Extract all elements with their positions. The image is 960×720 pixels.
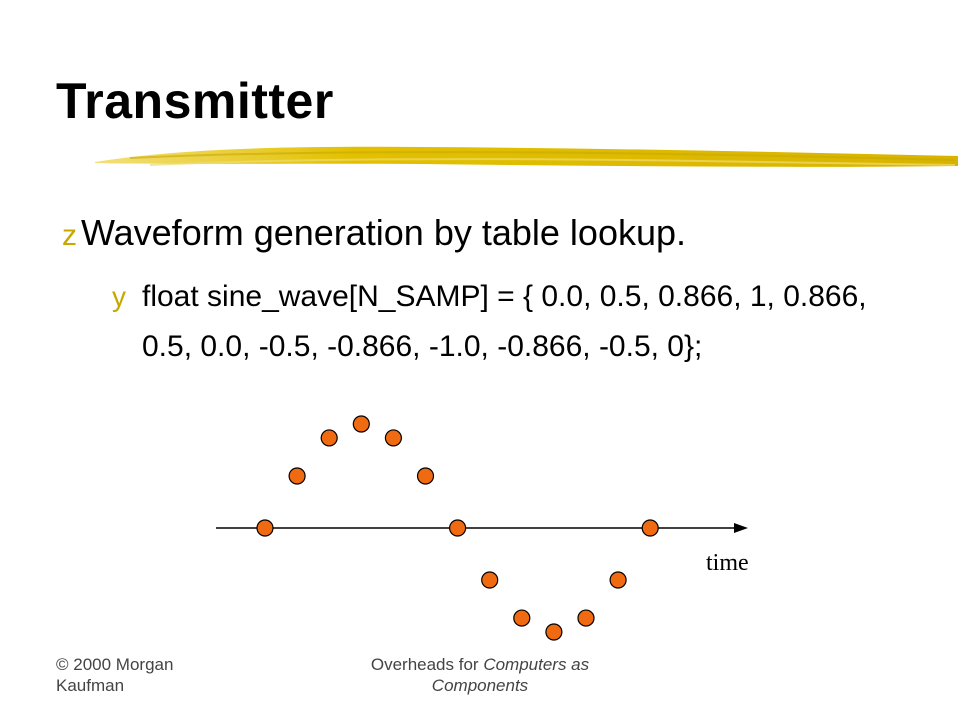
- bullet-marker-1: z: [62, 219, 77, 252]
- bullet-level2: y float sine_wave[N_SAMP] = { 0.0, 0.5, …: [112, 272, 912, 372]
- sample-point-2: [320, 429, 338, 447]
- time-axis-arrowhead: [734, 523, 748, 533]
- sample-point-0: [256, 519, 274, 537]
- sample-point-7: [481, 571, 499, 589]
- sample-point-5: [416, 467, 435, 485]
- bullet-level2-text: float sine_wave[N_SAMP] = { 0.0, 0.5, 0.…: [142, 280, 867, 363]
- sample-point-8: [513, 609, 531, 627]
- sample-points: [256, 415, 659, 641]
- sample-point-10: [577, 609, 595, 627]
- footer-course: Overheads for Computers as Components: [335, 654, 625, 696]
- sample-point-9: [545, 623, 563, 641]
- bullet-level1-text: Waveform generation by table lookup.: [81, 212, 687, 253]
- sample-point-11: [609, 571, 627, 589]
- footer-copyright: © 2000 Morgan Kaufman: [56, 655, 174, 695]
- sample-point-1: [288, 467, 306, 485]
- sample-point-4: [384, 429, 402, 447]
- footer-course-title: Computers as Components: [431, 655, 590, 695]
- sample-point-12: [641, 519, 659, 537]
- x-axis-label: time: [706, 550, 749, 576]
- sample-point-3: [352, 415, 370, 433]
- bullet-marker-2: y: [112, 281, 126, 312]
- slide-title: Transmitter: [56, 73, 334, 129]
- sample-point-6: [449, 519, 467, 537]
- footer-course-prefix: Overheads for: [370, 655, 484, 674]
- bullet-level1: z Waveform generation by table lookup.: [62, 212, 686, 254]
